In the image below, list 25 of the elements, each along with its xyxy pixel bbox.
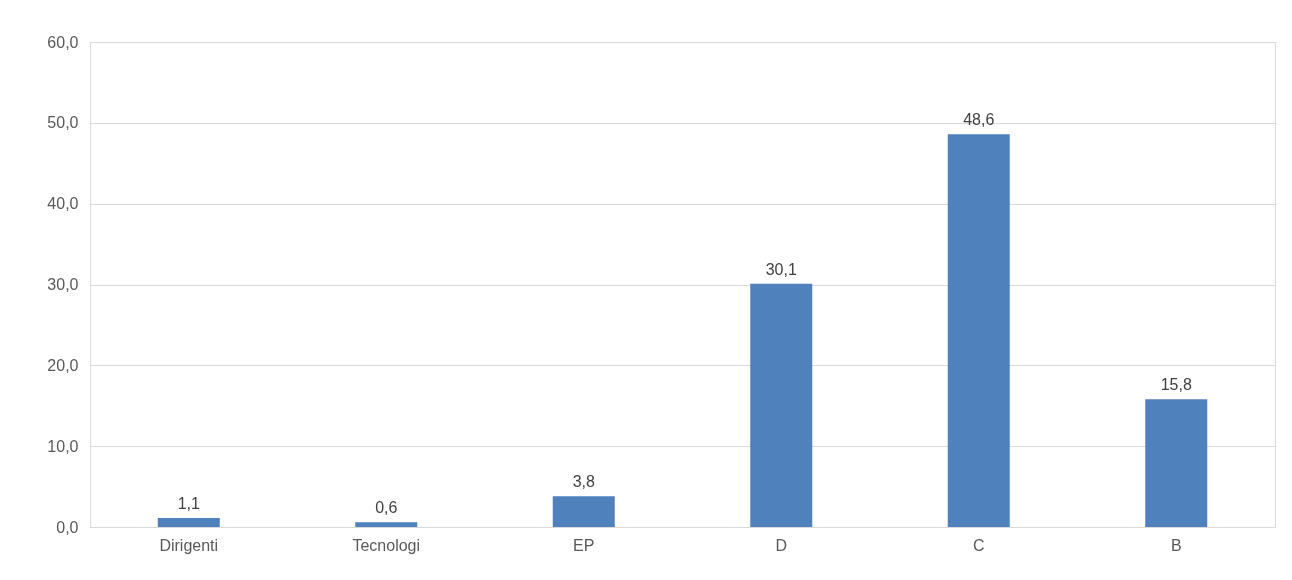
data-label: 1,1 xyxy=(177,495,200,513)
y-tick-label: 10,0 xyxy=(47,437,79,455)
x-tick-label: D xyxy=(775,536,788,554)
bar xyxy=(750,283,813,527)
y-tick-label: 60,0 xyxy=(47,33,79,51)
bar xyxy=(1145,399,1208,527)
data-label: 3,8 xyxy=(572,473,595,491)
x-tick-label: Tecnologi xyxy=(352,536,421,554)
x-tick-label: C xyxy=(972,536,985,554)
bar xyxy=(552,496,615,527)
x-tick-label: EP xyxy=(573,536,595,554)
data-label: 30,1 xyxy=(765,260,797,278)
x-tick-label: B xyxy=(1170,536,1182,554)
x-tick-label: Dirigenti xyxy=(159,536,219,554)
y-tick-label: 50,0 xyxy=(47,114,79,132)
data-label: 48,6 xyxy=(963,111,995,129)
data-label: 15,8 xyxy=(1160,376,1192,394)
bar xyxy=(157,518,220,527)
y-tick-label: 40,0 xyxy=(47,195,79,213)
data-label: 0,6 xyxy=(375,499,398,517)
y-tick-label: 30,0 xyxy=(47,276,79,293)
y-tick-label: 0,0 xyxy=(56,518,79,536)
bar xyxy=(947,134,1010,527)
y-tick-label: 20,0 xyxy=(47,356,79,374)
bar xyxy=(355,522,418,527)
